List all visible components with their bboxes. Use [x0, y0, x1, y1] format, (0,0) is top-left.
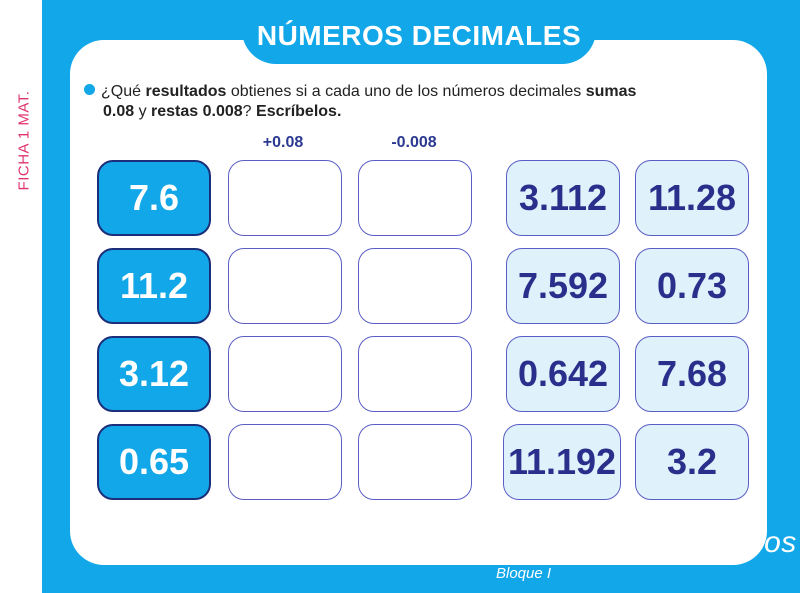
side-label: FICHA 1 MAT.	[8, 60, 40, 220]
answer-option-box: 0.642	[506, 336, 620, 412]
answer-option-box: 7.68	[635, 336, 749, 412]
difference-answer-box[interactable]	[358, 424, 472, 500]
answer-option-box: 11.192	[503, 424, 621, 500]
answer-option-box: 0.73	[635, 248, 749, 324]
side-label-text: FICHA 1 MAT.	[15, 90, 33, 190]
bullet-icon	[84, 84, 95, 95]
difference-answer-box[interactable]	[358, 160, 472, 236]
instruction-text: ¿Qué resultados obtienes si a cada uno d…	[84, 82, 764, 122]
brand-subtitle: Bloque I	[496, 565, 552, 582]
page-title: NÚMEROS DECIMALES	[256, 20, 582, 51]
column-header-subtract: -0.008	[391, 134, 437, 151]
column-header-add: +0.08	[262, 134, 304, 151]
instruction-line-1: ¿Qué resultados obtienes si a cada uno d…	[84, 82, 764, 102]
brand-title: Desafíos Matemáticos	[490, 526, 797, 559]
answer-option-box: 3.112	[506, 160, 620, 236]
answer-option-box: 7.592	[506, 248, 620, 324]
decimal-number-box: 0.65	[97, 424, 211, 500]
sum-answer-box[interactable]	[228, 248, 342, 324]
answer-option-box: 3.2	[635, 424, 749, 500]
sum-answer-box[interactable]	[228, 424, 342, 500]
instruction-line-2: 0.08 y restas 0.008? Escríbelos.	[103, 103, 342, 120]
difference-answer-box[interactable]	[358, 336, 472, 412]
sum-answer-box[interactable]	[228, 160, 342, 236]
decimal-number-box: 7.6	[97, 160, 211, 236]
answer-option-box: 11.28	[635, 160, 749, 236]
sum-answer-box[interactable]	[228, 336, 342, 412]
decimal-number-box: 11.2	[97, 248, 211, 324]
decimal-number-box: 3.12	[97, 336, 211, 412]
title-tab	[242, 12, 596, 64]
difference-answer-box[interactable]	[358, 248, 472, 324]
